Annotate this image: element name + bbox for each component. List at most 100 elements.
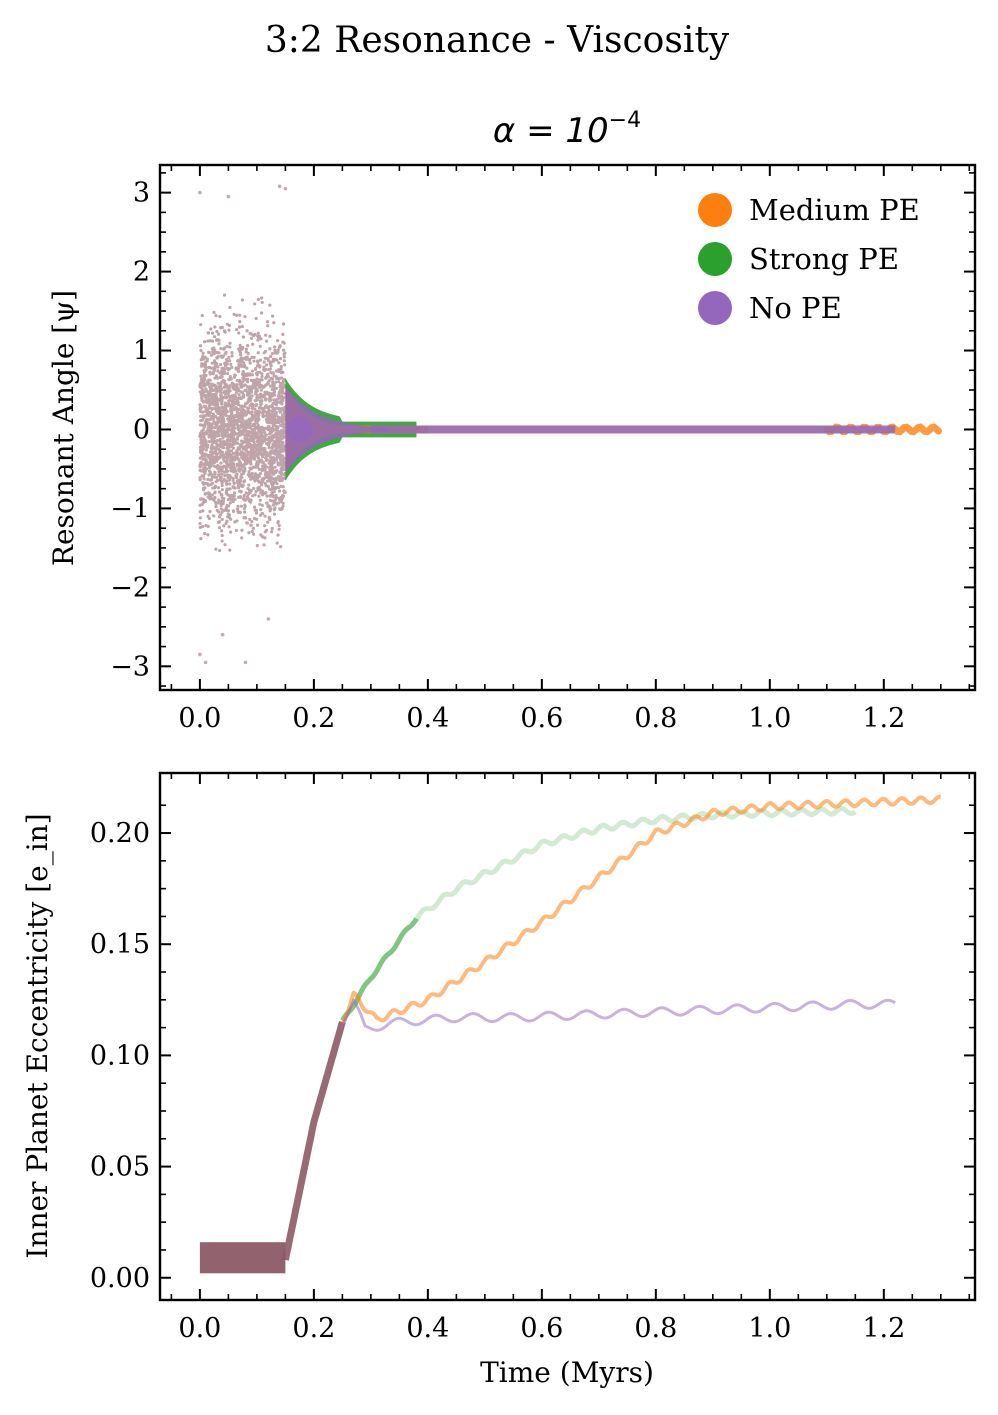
early-point xyxy=(201,501,205,505)
early-point xyxy=(267,506,272,510)
early-point xyxy=(215,338,219,342)
early-point xyxy=(222,454,226,458)
early-point xyxy=(228,397,232,401)
bottom-xtick-label: 1.0 xyxy=(748,1313,791,1344)
early-point xyxy=(224,413,228,417)
early-point xyxy=(261,428,265,432)
early-point xyxy=(272,490,276,494)
early-point xyxy=(218,362,223,367)
early-point xyxy=(269,426,273,431)
early-point xyxy=(210,473,214,477)
early-point xyxy=(276,463,280,467)
early-point xyxy=(254,489,258,494)
early-point xyxy=(217,501,222,505)
early-point xyxy=(211,458,216,462)
early-point xyxy=(268,467,272,471)
early-point xyxy=(223,330,227,334)
early-point xyxy=(199,450,203,454)
early-point xyxy=(258,431,263,435)
early-point xyxy=(258,471,262,476)
early-point xyxy=(219,507,223,511)
early-point xyxy=(258,358,263,362)
early-point xyxy=(220,510,224,514)
early-point xyxy=(248,403,252,408)
early-point xyxy=(267,424,271,428)
early-point xyxy=(266,452,270,456)
early-point xyxy=(272,499,277,503)
early-point xyxy=(214,423,219,427)
bottom-plot-area xyxy=(199,794,942,1274)
early-point xyxy=(212,434,216,438)
early-point xyxy=(270,530,274,534)
early-point xyxy=(268,303,272,307)
early-point xyxy=(228,384,232,388)
early-point xyxy=(258,498,262,502)
early-point xyxy=(263,481,267,486)
early-point xyxy=(218,384,223,388)
early-point xyxy=(201,416,205,420)
early-point xyxy=(270,351,274,356)
early-point xyxy=(257,363,261,367)
early-point xyxy=(226,512,230,516)
early-point xyxy=(251,342,255,346)
early-point xyxy=(279,507,283,511)
early-point xyxy=(260,439,265,443)
early-point xyxy=(255,409,259,413)
early-point xyxy=(220,539,224,543)
early-point xyxy=(238,313,242,317)
early-point xyxy=(212,310,216,315)
bottom-ticks: 0.0 0.2 0.4 0.6 0.8 1.0 1.2 0.00 0.05 0.10 0.15 0.2… xyxy=(90,773,975,1344)
early-point xyxy=(217,465,221,469)
early-outlier xyxy=(198,190,202,195)
early-point xyxy=(218,451,222,455)
early-point xyxy=(209,456,214,460)
early-point xyxy=(263,514,267,518)
early-point xyxy=(225,428,230,432)
early-point xyxy=(203,491,208,496)
early-point xyxy=(246,450,250,455)
early-point xyxy=(254,366,258,371)
early-point xyxy=(220,419,224,424)
early-point xyxy=(231,463,236,467)
early-point xyxy=(252,477,256,481)
early-point xyxy=(217,510,221,514)
early-point xyxy=(263,452,267,457)
early-point xyxy=(218,371,222,375)
early-point xyxy=(203,471,207,475)
early-point xyxy=(275,541,279,545)
early-point xyxy=(233,414,237,419)
early-point xyxy=(274,369,279,373)
early-point xyxy=(228,305,232,310)
panel-title-exponent: −4 xyxy=(609,108,641,133)
early-point xyxy=(213,491,217,495)
early-point xyxy=(259,508,263,512)
early-point xyxy=(256,297,260,301)
early-point xyxy=(203,481,207,485)
early-point xyxy=(275,486,279,490)
early-point xyxy=(231,500,235,504)
early-point xyxy=(281,476,285,480)
early-point xyxy=(265,528,269,532)
early-point xyxy=(216,332,221,336)
early-point xyxy=(249,488,253,493)
early-point xyxy=(277,523,281,528)
early-point xyxy=(219,461,223,465)
bottom-ytick-label: 0.05 xyxy=(90,1152,150,1183)
early-point xyxy=(223,403,227,407)
early-point xyxy=(215,430,219,434)
early-point xyxy=(268,347,272,351)
early-point xyxy=(249,378,253,383)
shared-rise-line xyxy=(281,1020,346,1261)
early-point xyxy=(259,392,263,396)
early-point xyxy=(279,431,283,435)
early-point xyxy=(264,491,268,495)
early-point xyxy=(269,456,273,460)
top-xtick-label: 0.0 xyxy=(178,703,221,734)
early-point xyxy=(277,380,281,384)
early-point xyxy=(240,472,244,476)
early-point xyxy=(207,406,212,410)
early-point xyxy=(217,469,221,474)
early-point xyxy=(253,399,257,403)
early-point xyxy=(242,363,247,368)
early-point xyxy=(252,416,256,420)
